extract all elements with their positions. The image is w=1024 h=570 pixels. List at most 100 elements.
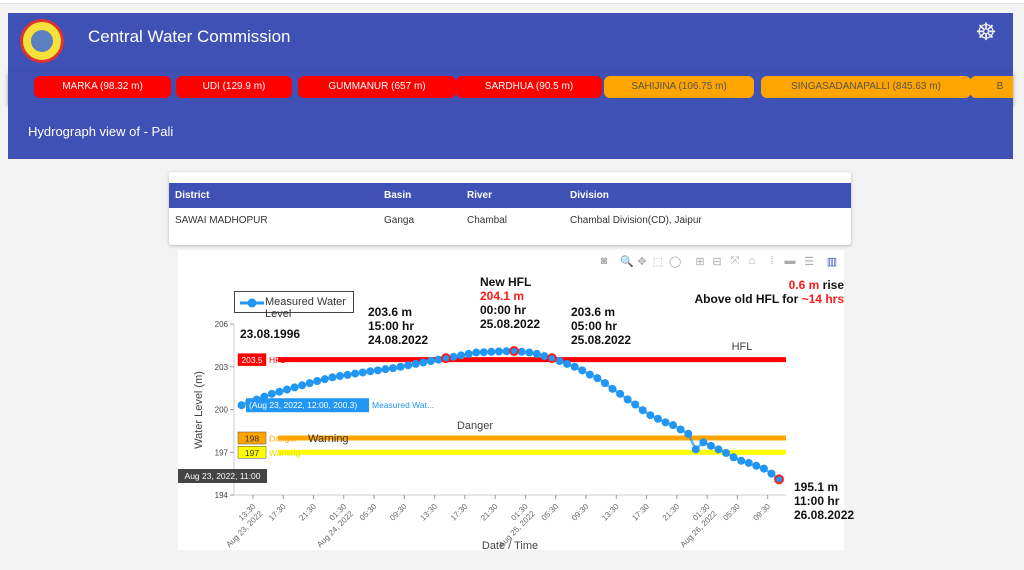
data-point[interactable]: [358, 368, 367, 377]
data-point[interactable]: [684, 429, 693, 438]
rise-value: 0.6 m: [788, 278, 820, 292]
station-chip[interactable]: MARKA (98.32 m): [34, 76, 171, 98]
data-point[interactable]: [706, 441, 715, 450]
data-point[interactable]: [570, 362, 579, 371]
data-point[interactable]: [320, 375, 329, 384]
data-point[interactable]: [631, 400, 640, 409]
data-point[interactable]: [699, 438, 708, 447]
data-point[interactable]: [767, 469, 776, 478]
data-point[interactable]: [449, 352, 458, 361]
hydrograph-chart: 194 197 200 203 206 13:30 Aug 23, 2022 17:30 21:…: [178, 250, 854, 550]
data-point[interactable]: [547, 354, 556, 363]
data-point[interactable]: [502, 347, 511, 356]
highlighted-point[interactable]: [547, 353, 557, 364]
data-point[interactable]: [343, 370, 352, 379]
data-point[interactable]: [381, 365, 390, 374]
col-basin: Basin: [384, 190, 412, 201]
reset-axes-icon[interactable]: ⌂: [748, 255, 756, 267]
data-point[interactable]: [510, 347, 519, 356]
data-point[interactable]: [487, 347, 496, 356]
station-chip[interactable]: UDI (129.9 m): [176, 76, 292, 98]
data-point[interactable]: [729, 453, 738, 462]
spike-lines-icon[interactable]: ⁞: [770, 255, 774, 267]
data-point[interactable]: [744, 458, 753, 467]
data-point[interactable]: [494, 347, 503, 356]
data-point[interactable]: [669, 421, 678, 430]
data-point[interactable]: [366, 367, 375, 376]
data-point[interactable]: [479, 348, 488, 357]
zoom-in-icon[interactable]: ⊞: [695, 256, 705, 268]
zoom-out-icon[interactable]: ⊟: [712, 256, 722, 268]
data-point[interactable]: [426, 357, 435, 366]
chart-legend[interactable]: Measured Water Level: [234, 291, 354, 320]
data-point[interactable]: [237, 401, 246, 410]
data-point[interactable]: [646, 411, 655, 420]
data-point[interactable]: [638, 406, 647, 415]
hover-compare-icon[interactable]: ☰: [804, 256, 814, 268]
data-point[interactable]: [616, 389, 625, 398]
station-chip[interactable]: SAHIJINA (106.75 m): [604, 76, 754, 98]
data-point[interactable]: [434, 355, 443, 364]
highlighted-point[interactable]: [441, 353, 451, 364]
data-point[interactable]: [532, 349, 541, 358]
data-point[interactable]: [676, 425, 685, 434]
data-point[interactable]: [275, 387, 284, 396]
data-point[interactable]: [691, 445, 700, 454]
lasso-icon[interactable]: ◯: [669, 256, 682, 268]
data-point[interactable]: [472, 348, 481, 357]
data-point[interactable]: [290, 383, 299, 392]
data-point[interactable]: [540, 352, 549, 361]
station-chip[interactable]: SARDHUA (90.5 m): [456, 76, 602, 98]
autoscale-icon[interactable]: ⤧: [730, 255, 740, 267]
data-point[interactable]: [328, 373, 337, 382]
highlighted-point[interactable]: [774, 474, 784, 485]
data-point[interactable]: [585, 370, 594, 379]
data-point[interactable]: [464, 349, 473, 358]
station-chip[interactable]: B: [970, 76, 1013, 98]
hover-closest-icon[interactable]: ▬: [784, 255, 796, 267]
data-point[interactable]: [351, 369, 360, 378]
pan-icon[interactable]: ✥: [637, 256, 647, 268]
box-select-icon[interactable]: ⬚: [652, 256, 664, 268]
data-point[interactable]: [623, 395, 632, 404]
data-point[interactable]: [525, 348, 534, 357]
data-point[interactable]: [441, 354, 450, 363]
station-chip[interactable]: GUMMANUR (657 m): [298, 76, 456, 98]
data-point[interactable]: [653, 414, 662, 423]
data-point[interactable]: [267, 389, 276, 398]
data-point[interactable]: [388, 364, 397, 373]
station-chip[interactable]: SINGASADANAPALLI (845.63 m): [761, 76, 971, 98]
data-point[interactable]: [608, 384, 617, 393]
data-point[interactable]: [335, 372, 344, 381]
data-point[interactable]: [396, 362, 405, 371]
zoom-icon[interactable]: 🔍: [620, 256, 634, 268]
data-point[interactable]: [578, 366, 587, 375]
camera-icon[interactable]: ◙: [600, 255, 608, 267]
data-point[interactable]: [313, 377, 322, 385]
data-point[interactable]: [759, 464, 768, 473]
data-point[interactable]: [517, 347, 526, 356]
data-point[interactable]: [737, 456, 746, 465]
level-tag-value: 197: [245, 448, 259, 458]
data-point[interactable]: [282, 385, 291, 394]
data-point[interactable]: [714, 445, 723, 454]
data-point[interactable]: [593, 374, 602, 383]
data-point[interactable]: [419, 358, 428, 367]
data-point[interactable]: [305, 379, 314, 388]
highlighted-point[interactable]: [509, 346, 519, 356]
data-point[interactable]: [373, 366, 382, 375]
data-point[interactable]: [457, 351, 466, 360]
data-point[interactable]: [404, 361, 413, 370]
data-point[interactable]: [600, 379, 609, 388]
data-point[interactable]: [555, 357, 564, 366]
data-point[interactable]: [298, 381, 307, 390]
plotly-logo-icon[interactable]: ▥: [826, 256, 838, 268]
x-tick-label: 05:30: [358, 502, 379, 523]
data-point[interactable]: [411, 359, 420, 368]
data-point[interactable]: [722, 448, 731, 457]
data-point[interactable]: [661, 418, 670, 427]
data-point[interactable]: [775, 475, 784, 484]
level-tag-label: Warning: [269, 448, 301, 458]
data-point[interactable]: [563, 359, 572, 368]
data-point[interactable]: [752, 461, 761, 470]
